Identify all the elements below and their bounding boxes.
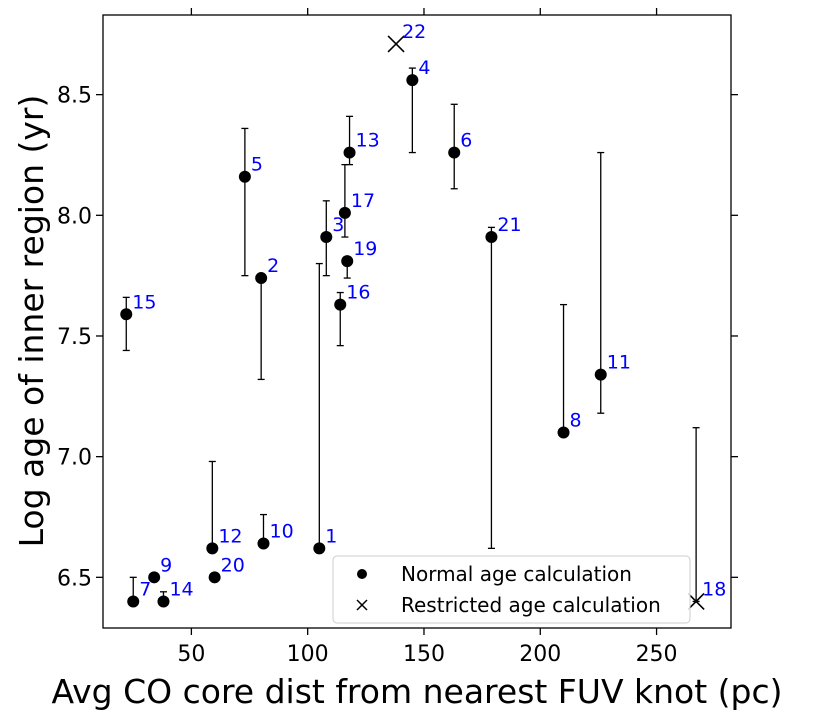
x-tick-label: 50 xyxy=(177,642,205,667)
point-label-7: 7 xyxy=(139,578,151,600)
marker-dot-15 xyxy=(120,308,133,321)
plot-area-background xyxy=(103,15,731,628)
point-label-11: 11 xyxy=(607,352,631,374)
marker-dot-5 xyxy=(238,170,251,183)
point-label-15: 15 xyxy=(132,291,156,313)
point-label-2: 2 xyxy=(267,255,279,277)
x-tick-label: 200 xyxy=(519,642,561,667)
y-tick-label: 8.5 xyxy=(57,84,92,109)
point-label-1: 1 xyxy=(325,525,337,547)
point-label-10: 10 xyxy=(269,521,293,543)
marker-dot-3 xyxy=(320,231,333,244)
marker-dot-6 xyxy=(448,146,461,159)
point-label-13: 13 xyxy=(356,130,380,152)
marker-dot-20 xyxy=(208,571,221,584)
point-label-18: 18 xyxy=(702,578,726,600)
point-label-9: 9 xyxy=(160,554,172,576)
point-label-19: 19 xyxy=(353,238,377,260)
point-label-21: 21 xyxy=(497,214,521,236)
marker-dot-1 xyxy=(313,542,326,555)
y-axis-label: Log age of inner region (yr) xyxy=(12,95,51,548)
point-label-4: 4 xyxy=(418,57,430,79)
point-label-14: 14 xyxy=(169,578,193,600)
marker-dot-8 xyxy=(557,426,570,439)
marker-dot-4 xyxy=(406,74,419,87)
point-label-22: 22 xyxy=(402,21,426,43)
legend-box xyxy=(332,555,691,624)
point-label-5: 5 xyxy=(251,154,263,176)
marker-dot-12 xyxy=(206,542,219,555)
markers-group xyxy=(120,35,705,611)
marker-x-18 xyxy=(687,592,705,611)
point-label-12: 12 xyxy=(218,525,242,547)
y-axis-ticks: 6.5 7.0 7.5 8.0 8.5 xyxy=(57,84,738,591)
marker-dot-21 xyxy=(485,231,498,244)
point-label-17: 17 xyxy=(351,190,375,212)
y-tick-label: 8.0 xyxy=(57,204,92,229)
legend-entry-label: Normal age calculation xyxy=(401,562,632,586)
marker-dot-10 xyxy=(257,537,270,550)
marker-dot-14 xyxy=(157,595,170,608)
x-axis-label: Avg CO core dist from nearest FUV knot (… xyxy=(52,672,783,711)
point-label-3: 3 xyxy=(332,214,344,236)
marker-dot-9 xyxy=(148,571,161,584)
point-label-20: 20 xyxy=(221,554,245,576)
marker-dot-17 xyxy=(338,206,351,219)
x-tick-label: 100 xyxy=(287,642,329,667)
marker-dot-7 xyxy=(127,595,140,608)
x-tick-label: 150 xyxy=(403,642,445,667)
marker-dot-2 xyxy=(255,272,268,285)
legend-marker-dot xyxy=(357,569,367,579)
point-label-16: 16 xyxy=(346,282,370,304)
marker-dot-16 xyxy=(334,298,347,311)
marker-x-22 xyxy=(387,35,405,53)
legend-entries: Normal age calculation Restricted age cal… xyxy=(356,562,661,617)
plot-frame xyxy=(102,14,732,629)
x-axis-ticks: 50 100 150 200 250 xyxy=(177,8,678,667)
y-tick-label: 6.5 xyxy=(57,566,92,591)
y-tick-label: 7.0 xyxy=(57,446,92,471)
y-tick-label: 7.5 xyxy=(57,325,92,350)
point-label-6: 6 xyxy=(460,130,472,152)
marker-dot-13 xyxy=(343,146,356,159)
legend-marker-x xyxy=(356,599,368,611)
point-label-8: 8 xyxy=(570,410,582,432)
x-tick-label: 250 xyxy=(636,642,678,667)
marker-dot-19 xyxy=(341,255,354,268)
marker-dot-11 xyxy=(594,368,607,381)
legend-entry-label: Restricted age calculation xyxy=(401,593,661,617)
legend: Normal age calculation Restricted age cal… xyxy=(332,555,691,624)
